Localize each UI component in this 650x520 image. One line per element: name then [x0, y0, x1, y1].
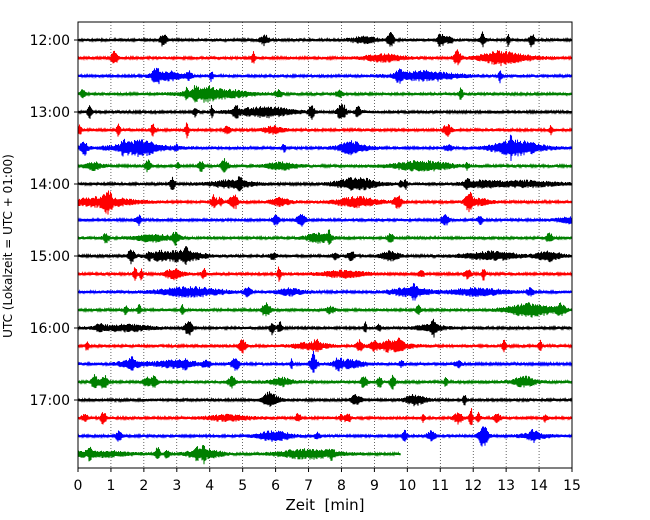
- x-tick-label: 1: [106, 478, 115, 494]
- y-axis-label: UTC (Lokalzeit = UTC + 01:00): [1, 154, 15, 338]
- trace-line-1615: [77, 337, 573, 354]
- x-tick-label: 10: [398, 478, 416, 494]
- trace-line-1600: [77, 318, 573, 338]
- trace-line-1645: [77, 374, 573, 390]
- trace-line-1445: [77, 229, 573, 246]
- x-tick-label: 14: [530, 478, 548, 494]
- y-tick-label: 13:00: [30, 105, 70, 121]
- plot-frame: [77, 21, 573, 469]
- trace-line-1630: [77, 350, 573, 373]
- y-tick-label: 17:00: [30, 393, 70, 409]
- trace-line-1530: [77, 283, 573, 301]
- trace-line-1745: [77, 444, 401, 465]
- x-tick-label: 0: [74, 478, 83, 494]
- trace-line-1245: [77, 85, 573, 103]
- x-tick-label: 12: [464, 478, 482, 494]
- y-tick-label: 14:00: [30, 177, 70, 193]
- trace-line-1230: [77, 67, 573, 85]
- trace-line-1715: [77, 408, 573, 426]
- x-tick-label: 3: [172, 478, 181, 494]
- x-axis: 0 1 2 3 4 5 6 7 8 9 10 11 12 13 14 15: [74, 468, 581, 494]
- trace-group: [77, 31, 573, 465]
- x-tick-label: 5: [238, 478, 247, 494]
- x-tick-label: 7: [304, 478, 313, 494]
- x-axis-label: Zeit [min]: [285, 496, 364, 514]
- y-tick-label: 16:00: [30, 321, 70, 337]
- trace-line-1430: [77, 214, 573, 227]
- trace-line-1515: [77, 266, 573, 282]
- trace-line-1700: [77, 391, 573, 407]
- trace-line-1730: [77, 426, 573, 447]
- y-tick-label: 15:00: [30, 249, 70, 265]
- trace-line-1215: [77, 49, 573, 67]
- x-tick-label: 8: [337, 478, 346, 494]
- trace-line-1300: [77, 104, 573, 120]
- trace-line-1415: [77, 190, 573, 215]
- x-tick-label: 15: [563, 478, 581, 494]
- x-tick-label: 6: [271, 478, 280, 494]
- trace-line-1400: [77, 176, 573, 192]
- y-tick-label: 12:00: [30, 33, 70, 49]
- x-grid: [110, 22, 540, 468]
- trace-line-1500: [77, 246, 573, 266]
- trace-line-1545: [77, 302, 573, 318]
- x-tick-label: 11: [431, 478, 449, 494]
- x-tick-label: 9: [370, 478, 379, 494]
- trace-line-1315: [77, 122, 573, 139]
- trace-line-1345: [77, 158, 573, 173]
- trace-line-1330: [77, 134, 573, 161]
- y-axis: 12:00 13:00 14:00 15:00 16:00 17:00: [30, 33, 78, 409]
- x-tick-label: 4: [205, 478, 214, 494]
- x-tick-label: 2: [139, 478, 148, 494]
- trace-line-1200: [77, 31, 573, 48]
- x-tick-label: 13: [497, 478, 515, 494]
